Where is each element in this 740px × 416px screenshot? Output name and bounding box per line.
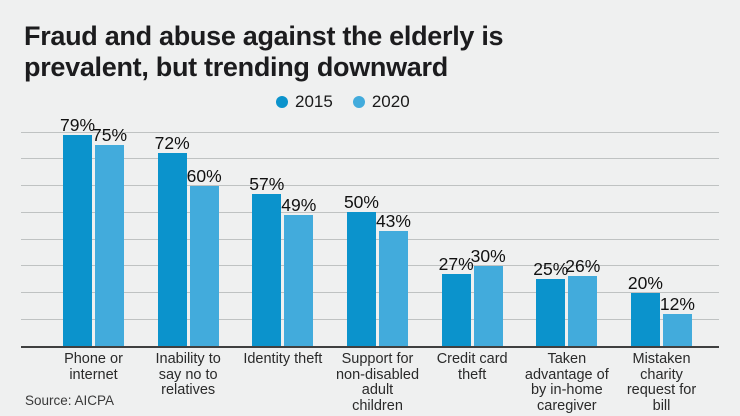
category-axis: Phone or internet Inability to say no to … [21, 351, 719, 414]
bar-group-identity-theft: 57% 49% [249, 174, 316, 346]
bar-2015-mistaken-charity-request-for-bill: 20% [628, 273, 663, 346]
bar-2020-mistaken-charity-request-for-bill: 12% [660, 294, 695, 346]
chart-title: Fraud and abuse against the elderly is p… [24, 21, 504, 82]
gridline-80 [21, 131, 719, 133]
bar-2020-phone-or-internet: 75% [92, 125, 127, 346]
value-label: 26% [565, 256, 601, 277]
category-label-credit-card-theft: Credit card theft [436, 351, 508, 383]
bar-2015-taken-advantage-of-by-in-home-caregiver: 25% [533, 259, 568, 346]
bar-2015-phone-or-internet: 79% [60, 115, 95, 346]
source-note: Source: AICPA [25, 393, 115, 408]
category-label-phone-or-internet: Phone or internet [64, 351, 123, 383]
bar-2020-support-for-non-disabled-adult-children: 43% [376, 211, 411, 346]
bar-groups: 79% 75% 72% 60% 57% 49% 50% 43% 27% 30% 25% 26% 20% 1… [60, 115, 695, 346]
bar-group-credit-card-theft: 27% 30% [439, 246, 506, 346]
bar-group-taken-advantage-of-by-in-home-caregiver: 25% 26% [533, 256, 600, 346]
legend-dot-icon [276, 96, 288, 108]
category-label-taken-advantage-of-by-in-home-caregiver: Taken advantage of by in-home caregiver [524, 351, 609, 414]
bar-2015-identity-theft: 57% [249, 174, 284, 346]
value-label: 75% [91, 125, 128, 146]
bar-2020-identity-theft: 49% [281, 195, 316, 346]
value-label: 25% [533, 259, 569, 280]
value-label: 57% [249, 173, 285, 194]
bar-2015-inability-to-say-no-to-relatives: 72% [155, 133, 190, 346]
value-label: 50% [343, 192, 379, 213]
category-label-support-for-non-disabled-adult-children: Support for non-disabled adult children [335, 351, 420, 414]
category-label-identity-theft: Identity theft [243, 351, 323, 367]
bar-group-support-for-non-disabled-adult-children: 50% 43% [344, 192, 411, 346]
value-label: 79% [59, 114, 96, 135]
legend-item-2020: 2020 [352, 92, 410, 112]
plot-area: 79% 75% 72% 60% 57% 49% 50% 43% 27% 30% 25% 26% 20% 1… [21, 115, 719, 348]
bar-2020-inability-to-say-no-to-relatives: 60% [187, 166, 222, 346]
legend-label: 2020 [371, 92, 410, 111]
value-label: 12% [659, 293, 695, 314]
bar-2015-support-for-non-disabled-adult-children: 50% [344, 192, 379, 346]
bar-group-inability-to-say-no-to-relatives: 72% 60% [155, 133, 222, 346]
bar-2020-credit-card-theft: 30% [471, 246, 506, 346]
legend-label: 2015 [295, 92, 333, 111]
value-label: 27% [438, 253, 474, 274]
bar-2020-taken-advantage-of-by-in-home-caregiver: 26% [565, 256, 600, 346]
category-label-mistaken-charity-request-for-bill: Mistaken charity request for bill [626, 351, 697, 414]
value-label: 60% [186, 165, 222, 186]
legend-dot-icon [352, 96, 365, 108]
chart-legend: 2015 2020 [276, 92, 410, 112]
value-label: 30% [470, 245, 506, 266]
value-label: 72% [154, 133, 190, 154]
bar-2015-credit-card-theft: 27% [439, 254, 474, 346]
bar-group-phone-or-internet: 79% 75% [60, 115, 127, 346]
value-label: 20% [627, 272, 663, 293]
value-label: 43% [375, 210, 411, 231]
legend-item-2015: 2015 [276, 92, 333, 112]
gridline-60 [21, 185, 719, 186]
gridline-70 [21, 158, 719, 160]
value-label: 49% [281, 194, 317, 215]
category-label-inability-to-say-no-to-relatives: Inability to say no to relatives [155, 351, 221, 398]
bar-group-mistaken-charity-request-for-bill: 20% 12% [628, 273, 695, 346]
